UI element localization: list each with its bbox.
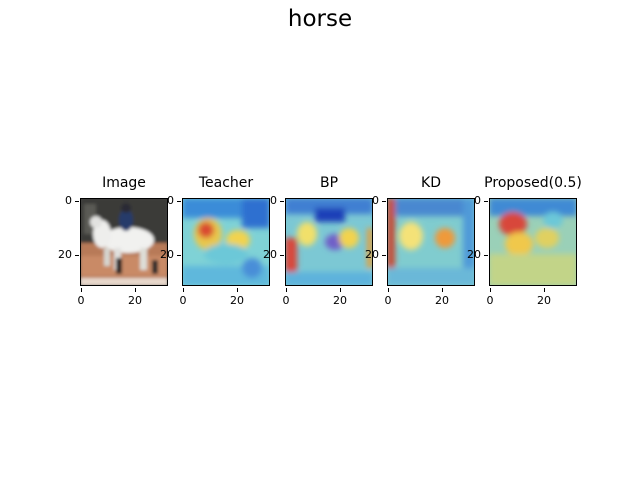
panel-frame (80, 198, 168, 286)
bp-heatmap (285, 198, 373, 286)
x-tick-20: 20 (330, 288, 350, 307)
y-tick-20: 20 (257, 248, 284, 261)
kd-heatmap (387, 198, 475, 286)
y-tick-0: 0 (461, 194, 488, 207)
y-tick-0: 0 (359, 194, 386, 207)
panel-title: BP (319, 175, 339, 191)
x-tick-0: 0 (480, 288, 500, 307)
x-tick-0: 0 (71, 288, 91, 307)
x-tick-0: 0 (378, 288, 398, 307)
panel-title: Proposed(0.5) (484, 175, 582, 191)
figure-title: horse (287, 6, 353, 32)
x-tick-20: 20 (227, 288, 247, 307)
y-tick-20: 20 (52, 248, 79, 261)
panel-frame (182, 198, 270, 286)
panel-frame (489, 198, 577, 286)
panel-title: Teacher (198, 175, 254, 191)
panel-teacher: Teacher 0 20 0 20 (160, 175, 270, 307)
panel-bp: BP 0 20 0 20 (263, 175, 373, 307)
x-tick-20: 20 (432, 288, 452, 307)
panel-proposed: Proposed(0.5) 0 20 0 20 (467, 175, 582, 307)
y-tick-20: 20 (461, 248, 488, 261)
proposed-heatmap (489, 198, 577, 286)
y-tick-20: 20 (154, 248, 181, 261)
y-tick-0: 0 (257, 194, 284, 207)
panel-kd: KD 0 20 0 20 (365, 175, 475, 307)
horse-photo (80, 198, 168, 286)
teacher-heatmap (182, 198, 270, 286)
y-tick-20: 20 (359, 248, 386, 261)
y-tick-0: 0 (52, 194, 79, 207)
x-tick-20: 20 (125, 288, 145, 307)
panel-title: KD (421, 175, 441, 191)
panel-image: Image 0 20 0 20 (58, 175, 168, 307)
y-tick-0: 0 (154, 194, 181, 207)
panel-frame (387, 198, 475, 286)
panel-frame (285, 198, 373, 286)
panel-title: Image (102, 175, 146, 191)
x-tick-20: 20 (534, 288, 554, 307)
x-tick-0: 0 (173, 288, 193, 307)
x-tick-0: 0 (276, 288, 296, 307)
